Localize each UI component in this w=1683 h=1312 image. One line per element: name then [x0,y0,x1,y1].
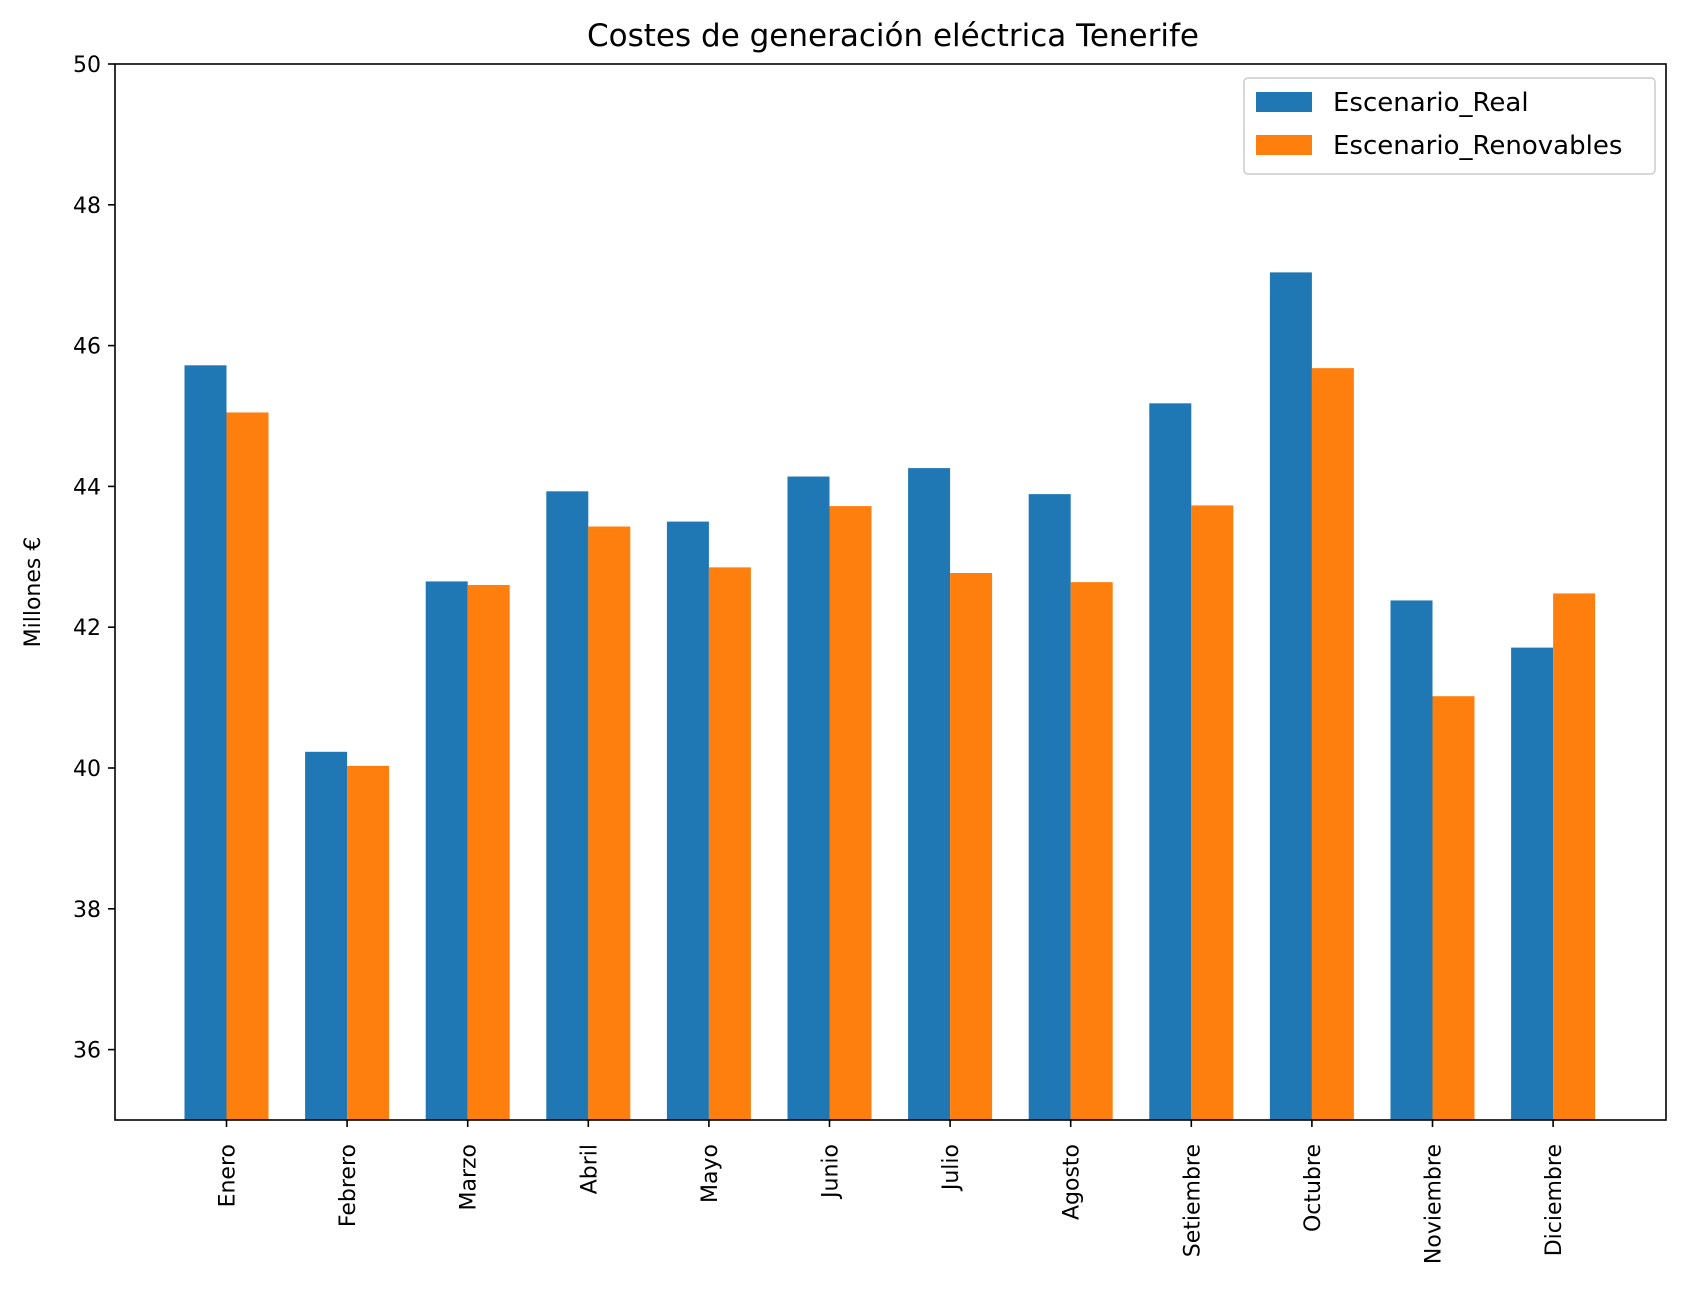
x-tick-label: Julio [939,1144,964,1192]
bar-renovables-enero [226,412,269,1121]
legend-swatch-renovables [1256,135,1312,155]
y-tick-label: 36 [73,1039,101,1064]
bar-renovables-agosto [1070,582,1113,1120]
bar-real-noviembre [1390,600,1433,1120]
legend-label-renovables: Escenario_Renovables [1333,131,1622,161]
bar-renovables-octubre [1311,368,1354,1120]
legend-label-real: Escenario_Real [1333,88,1529,118]
y-tick-label: 38 [73,898,101,923]
x-tick-label: Octubre [1301,1144,1326,1232]
axes-frame [114,63,1667,1121]
bar-real-marzo [425,581,468,1120]
y-tick-label: 48 [73,194,101,219]
y-tick-label: 42 [73,616,101,641]
x-tick-label: Marzo [457,1144,482,1211]
y-tick-label: 40 [73,757,101,782]
legend-swatch-real [1256,92,1312,112]
x-tick-label: Abril [577,1144,602,1194]
bar-renovables-abril [588,526,631,1120]
bar-real-abril [546,491,589,1121]
bar-real-julio [908,468,951,1121]
plot-area: 36 38 40 42 44 46 48 50 Enero Febrero Marzo Abril Ma… [73,53,1667,1264]
legend-box [1243,77,1656,175]
x-tick-label: Diciembre [1542,1144,1567,1256]
bar-real-mayo [666,521,709,1120]
chart-title: Costes de generación eléctrica Tenerife [587,18,1199,54]
bar-real-enero [184,365,227,1120]
bar-renovables-marzo [467,584,510,1120]
bar-renovables-setiembre [1191,505,1234,1120]
bar-renovables-noviembre [1432,696,1475,1120]
y-axis-label: Millones € [21,537,46,648]
x-tick-label: Setiembre [1180,1144,1205,1257]
y-tick-label: 46 [73,335,101,360]
bar-real-febrero [305,751,348,1120]
x-tick-label: Junio [819,1144,844,1200]
bar-renovables-diciembre [1553,593,1596,1120]
bar-real-junio [787,476,830,1120]
y-tick-label: 50 [73,53,101,78]
x-tick-label: Agosto [1060,1144,1085,1220]
bar-real-setiembre [1149,403,1192,1121]
bar-renovables-febrero [347,765,390,1120]
bar-renovables-julio [950,572,993,1120]
bar-real-agosto [1028,494,1071,1120]
legend: Escenario_Real Escenario_Renovables [1243,77,1656,175]
x-tick-label: Febrero [336,1144,361,1227]
x-tick-label: Noviembre [1422,1144,1447,1264]
y-tick-label: 44 [73,475,101,500]
bar-renovables-junio [829,506,872,1120]
x-tick-label: Mayo [698,1144,723,1203]
bar-renovables-mayo [708,567,751,1120]
bar-real-octubre [1269,272,1312,1120]
x-tick-label: Enero [216,1144,241,1207]
bar-real-diciembre [1511,647,1554,1120]
